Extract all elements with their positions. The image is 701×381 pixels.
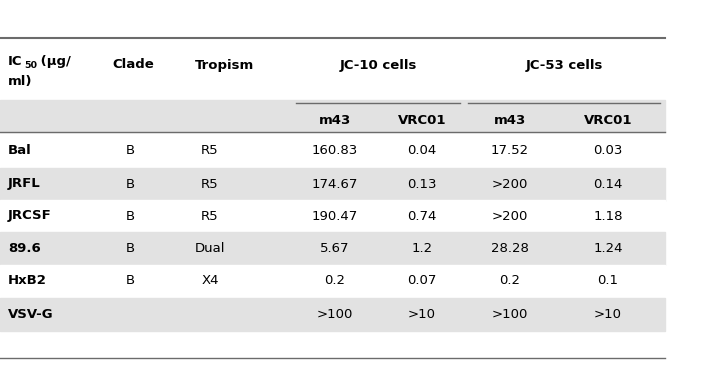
Text: 160.83: 160.83 <box>312 144 358 157</box>
Text: R5: R5 <box>201 210 219 223</box>
Text: 0.07: 0.07 <box>407 274 437 288</box>
Text: JRFL: JRFL <box>8 178 41 190</box>
Text: >100: >100 <box>492 307 528 320</box>
Text: 17.52: 17.52 <box>491 144 529 157</box>
Text: B: B <box>125 178 135 190</box>
Text: 5.67: 5.67 <box>320 242 350 255</box>
Text: 0.04: 0.04 <box>407 144 437 157</box>
Text: m43: m43 <box>319 114 351 126</box>
Text: >100: >100 <box>317 307 353 320</box>
Text: R5: R5 <box>201 178 219 190</box>
Text: 0.13: 0.13 <box>407 178 437 190</box>
Text: 1.24: 1.24 <box>593 242 622 255</box>
Text: 0.2: 0.2 <box>500 274 521 288</box>
Text: JRCSF: JRCSF <box>8 210 52 223</box>
Text: 28.28: 28.28 <box>491 242 529 255</box>
Text: Bal: Bal <box>8 144 32 157</box>
Bar <box>0 298 665 331</box>
Text: 1.2: 1.2 <box>411 242 433 255</box>
Text: B: B <box>125 274 135 288</box>
Text: JC-10 cells: JC-10 cells <box>339 59 416 72</box>
Text: B: B <box>125 242 135 255</box>
Text: 0.2: 0.2 <box>325 274 346 288</box>
Text: JC-53 cells: JC-53 cells <box>525 59 603 72</box>
Text: Dual: Dual <box>195 242 225 255</box>
Text: (μg/: (μg/ <box>36 55 71 68</box>
Text: B: B <box>125 144 135 157</box>
Text: 174.67: 174.67 <box>312 178 358 190</box>
Text: ml): ml) <box>8 75 32 88</box>
Text: 0.14: 0.14 <box>593 178 622 190</box>
Text: R5: R5 <box>201 144 219 157</box>
Text: VRC01: VRC01 <box>397 114 447 126</box>
Text: VRC01: VRC01 <box>584 114 632 126</box>
Text: >200: >200 <box>492 178 528 190</box>
Bar <box>0 265 665 298</box>
Text: 50: 50 <box>24 61 37 70</box>
Bar <box>0 135 665 168</box>
Text: 1.18: 1.18 <box>593 210 622 223</box>
Text: IC: IC <box>8 55 22 68</box>
Bar <box>0 100 665 132</box>
Bar <box>0 168 665 201</box>
Text: >10: >10 <box>594 307 622 320</box>
Text: 190.47: 190.47 <box>312 210 358 223</box>
Text: Clade: Clade <box>112 59 154 72</box>
Text: 0.74: 0.74 <box>407 210 437 223</box>
Text: X4: X4 <box>201 274 219 288</box>
Text: B: B <box>125 210 135 223</box>
Bar <box>0 232 665 265</box>
Bar <box>0 200 665 233</box>
Text: m43: m43 <box>494 114 526 126</box>
Text: HxB2: HxB2 <box>8 274 47 288</box>
Text: 0.03: 0.03 <box>593 144 622 157</box>
Text: >200: >200 <box>492 210 528 223</box>
Text: 89.6: 89.6 <box>8 242 41 255</box>
Text: 0.1: 0.1 <box>597 274 618 288</box>
Text: >10: >10 <box>408 307 436 320</box>
Text: VSV-G: VSV-G <box>8 307 53 320</box>
Text: Tropism: Tropism <box>195 59 254 72</box>
